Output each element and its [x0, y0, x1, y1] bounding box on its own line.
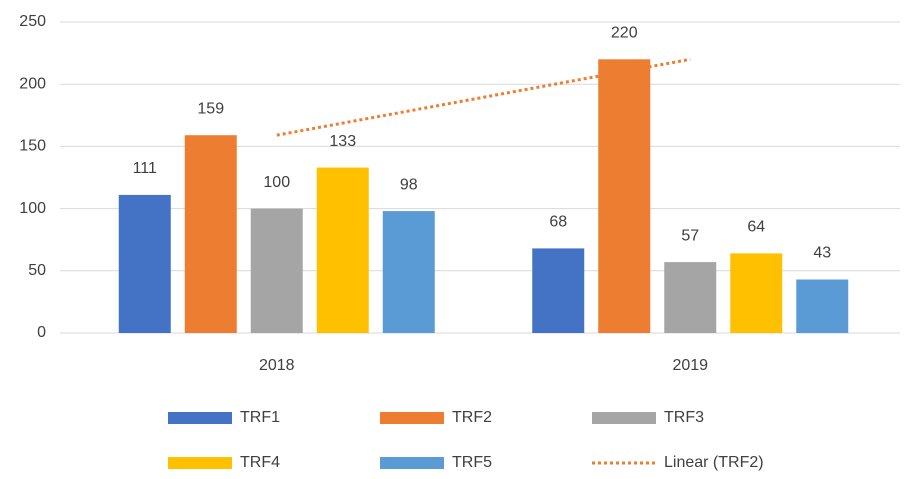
data-label: 68: [549, 214, 567, 231]
legend-label: TRF5: [452, 454, 492, 471]
data-label: 43: [813, 245, 831, 262]
legend-label: TRF1: [240, 409, 280, 426]
trendline: [276, 57, 691, 137]
legend-label: TRF3: [664, 409, 704, 426]
bar: [796, 279, 849, 333]
bar: [316, 167, 369, 333]
data-label: 133: [329, 133, 356, 150]
y-tick-label: 0: [37, 324, 46, 341]
bar: [664, 262, 717, 333]
bar: [118, 194, 171, 333]
data-label: 64: [747, 219, 765, 236]
data-label: 111: [133, 160, 157, 177]
bar: [382, 211, 435, 333]
x-tick-label: 2018: [259, 357, 295, 374]
data-label: 220: [611, 25, 638, 42]
bar: [730, 253, 783, 333]
legend-label: TRF4: [240, 454, 280, 471]
y-tick-label: 250: [19, 13, 46, 30]
y-tick-label: 100: [19, 200, 46, 217]
bar: [532, 248, 585, 333]
bar: [598, 59, 651, 333]
legend-swatch: [592, 412, 656, 424]
y-tick-label: 150: [19, 138, 46, 155]
data-label: 57: [681, 227, 699, 244]
legend-swatch: [380, 412, 444, 424]
legend-label: TRF2: [452, 409, 492, 426]
y-tick-label: 200: [19, 75, 46, 92]
bar: [250, 208, 303, 333]
y-tick-label: 50: [28, 262, 46, 279]
data-label: 98: [400, 176, 418, 193]
legend-swatch: [380, 457, 444, 469]
legend-label: Linear (TRF2): [664, 454, 764, 471]
legend-swatch: [168, 412, 232, 424]
data-label: 159: [197, 100, 224, 117]
bar: [184, 135, 237, 333]
x-tick-label: 2019: [672, 357, 708, 374]
data-label: 100: [263, 174, 290, 191]
legend-swatch: [168, 457, 232, 469]
